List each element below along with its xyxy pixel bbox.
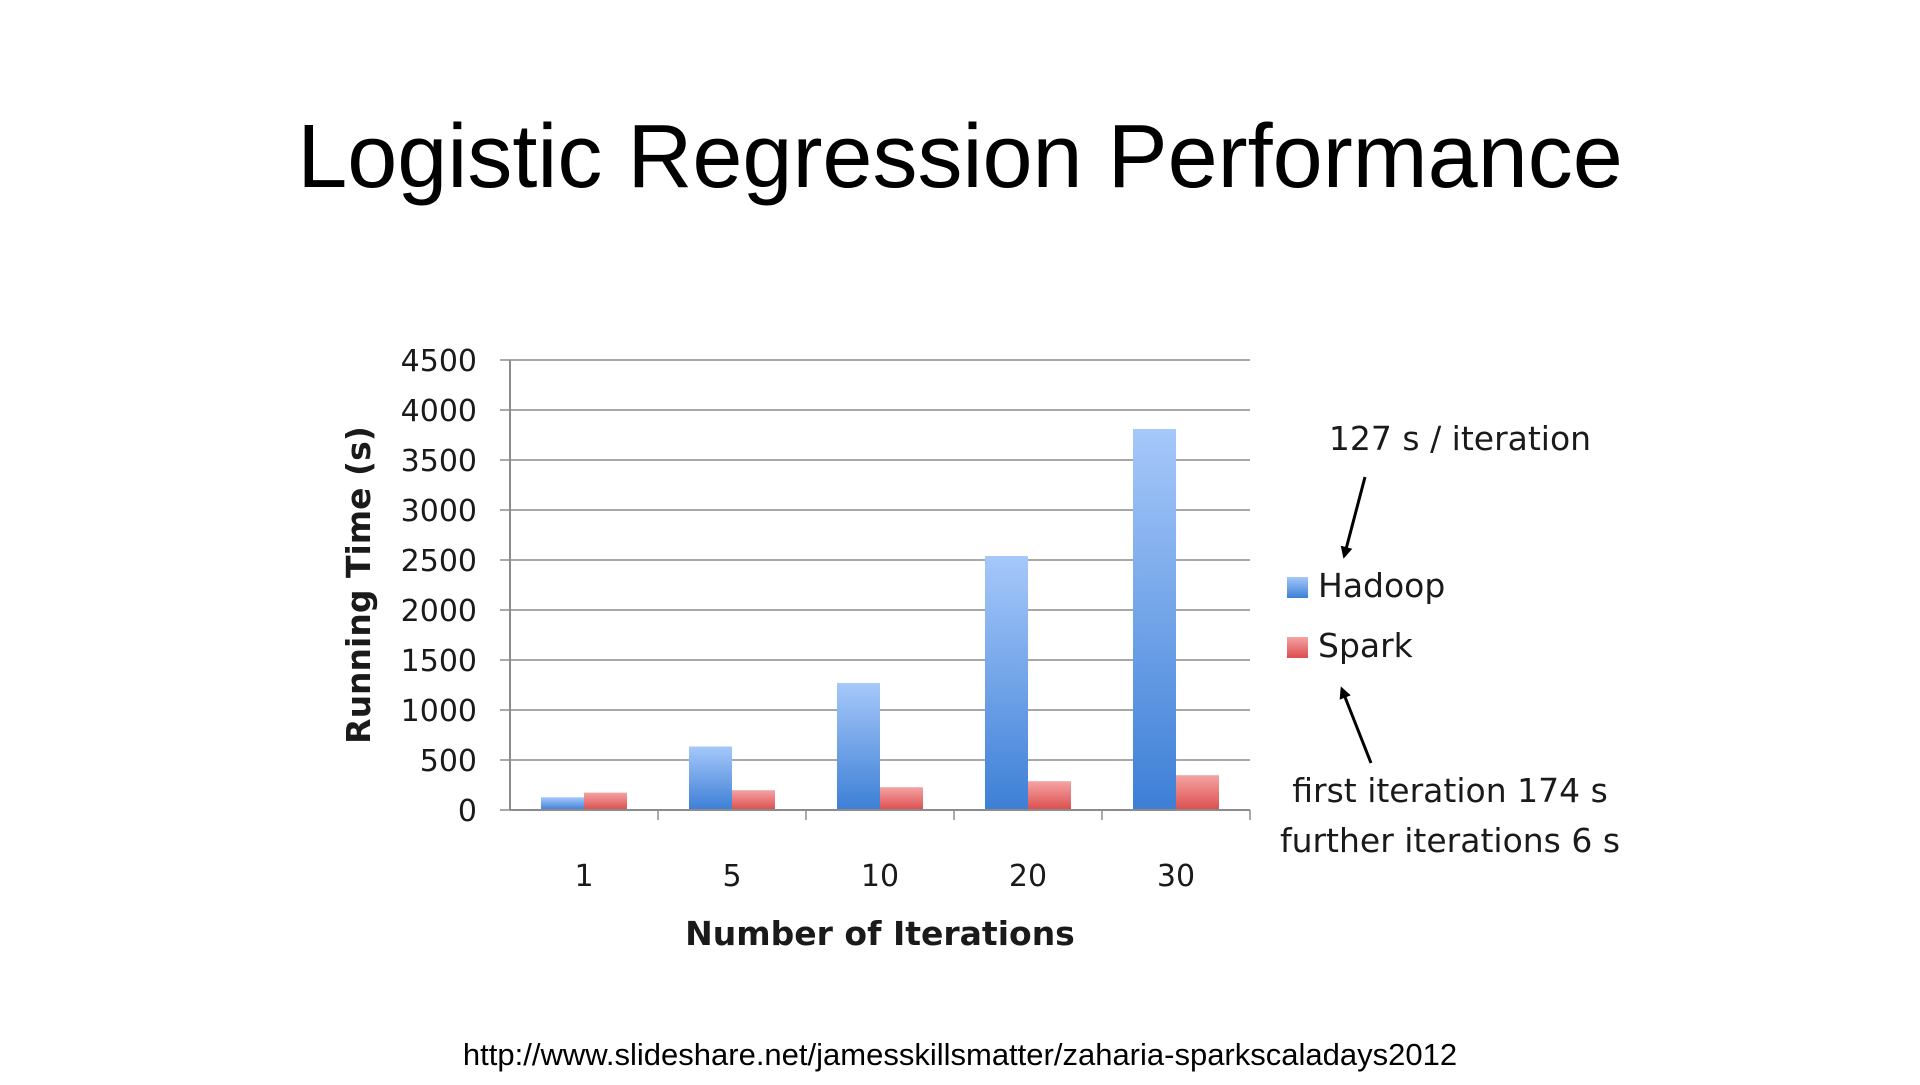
legend-label-spark: Spark [1318,626,1414,665]
legend-label-hadoop: Hadoop [1318,566,1445,605]
y-tick-label: 1000 [401,694,477,729]
hadoop-annotation-arrow [1340,476,1367,559]
x-axis-label: Number of Iterations [685,914,1075,953]
bar-spark [732,790,775,810]
spark-annotation-line2: further iterations 6 s [1280,821,1620,860]
y-tick-label: 3500 [401,444,477,479]
y-tick-label: 3000 [401,494,477,529]
bar-spark [584,792,627,810]
bar-spark [1028,781,1071,810]
source-link[interactable]: http://www.slideshare.net/jamesskillsmat… [462,1037,1458,1072]
bar-hadoop [837,683,880,810]
y-axis-label: Running Time (s) [339,426,378,744]
y-axis-ticks: 0 500 1000 1500 2000 2500 3000 3500 4000 4500 [401,344,477,829]
y-tick-label: 500 [420,744,477,779]
bars [541,429,1219,810]
bar-hadoop [1133,429,1176,810]
x-tick-label: 30 [1157,859,1195,894]
bar-spark [880,787,923,810]
y-tick-label: 4000 [401,394,477,429]
bar-hadoop [541,797,584,810]
spark-annotation-arrow [1339,686,1373,764]
spark-annotation-line1: first iteration 174 s [1292,771,1608,810]
slide-title: Logistic Regression Performance [297,107,1623,207]
y-tick-label: 2000 [401,594,477,629]
bar-hadoop [985,556,1028,810]
y-tick-label: 2500 [401,544,477,579]
y-tick-label: 1500 [401,644,477,679]
x-tick-label: 5 [722,859,741,894]
x-tick-label: 20 [1009,859,1047,894]
bar-hadoop [689,746,732,810]
x-tick-label: 1 [574,859,593,894]
x-tick-label: 10 [861,859,899,894]
y-tick-label: 0 [458,794,477,829]
legend-swatch-spark [1287,637,1308,658]
hadoop-annotation: 127 s / iteration [1329,419,1591,458]
bar-spark [1176,775,1219,810]
x-axis-ticks: 1 5 10 20 30 [574,810,1251,894]
y-tick-label: 4500 [401,344,477,379]
legend-swatch-hadoop [1287,577,1308,598]
